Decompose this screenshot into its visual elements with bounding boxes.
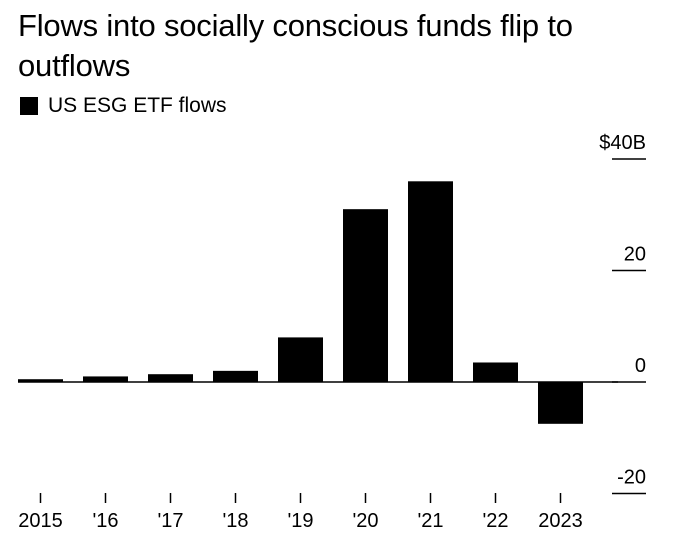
bar bbox=[538, 382, 583, 424]
x-tick-label: 2023 bbox=[538, 510, 583, 532]
bar bbox=[408, 181, 453, 382]
x-tick-label: '16 bbox=[92, 510, 118, 532]
y-tick-label: 20 bbox=[624, 244, 646, 266]
x-tick-label: '22 bbox=[482, 510, 508, 532]
bar bbox=[473, 362, 518, 382]
x-tick-label: '17 bbox=[157, 510, 183, 532]
chart-title: Flows into socially conscious funds flip… bbox=[18, 8, 573, 83]
y-tick-label: $40B bbox=[599, 132, 646, 154]
legend-label: US ESG ETF flows bbox=[48, 94, 227, 117]
bar bbox=[148, 374, 193, 382]
bar bbox=[18, 379, 63, 382]
bar bbox=[83, 376, 128, 382]
bar bbox=[278, 337, 323, 382]
bar bbox=[213, 370, 258, 382]
y-tick-label: -20 bbox=[617, 467, 646, 489]
x-tick-label: 2015 bbox=[18, 510, 63, 532]
x-tick-label: '20 bbox=[352, 510, 378, 532]
x-tick-label: '21 bbox=[417, 510, 443, 532]
y-tick-label: 0 bbox=[635, 355, 646, 377]
bar bbox=[343, 209, 388, 382]
legend: US ESG ETF flows bbox=[20, 94, 227, 118]
x-tick-label: '18 bbox=[222, 510, 248, 532]
legend-swatch bbox=[20, 97, 38, 115]
x-tick-label: '19 bbox=[287, 510, 313, 532]
